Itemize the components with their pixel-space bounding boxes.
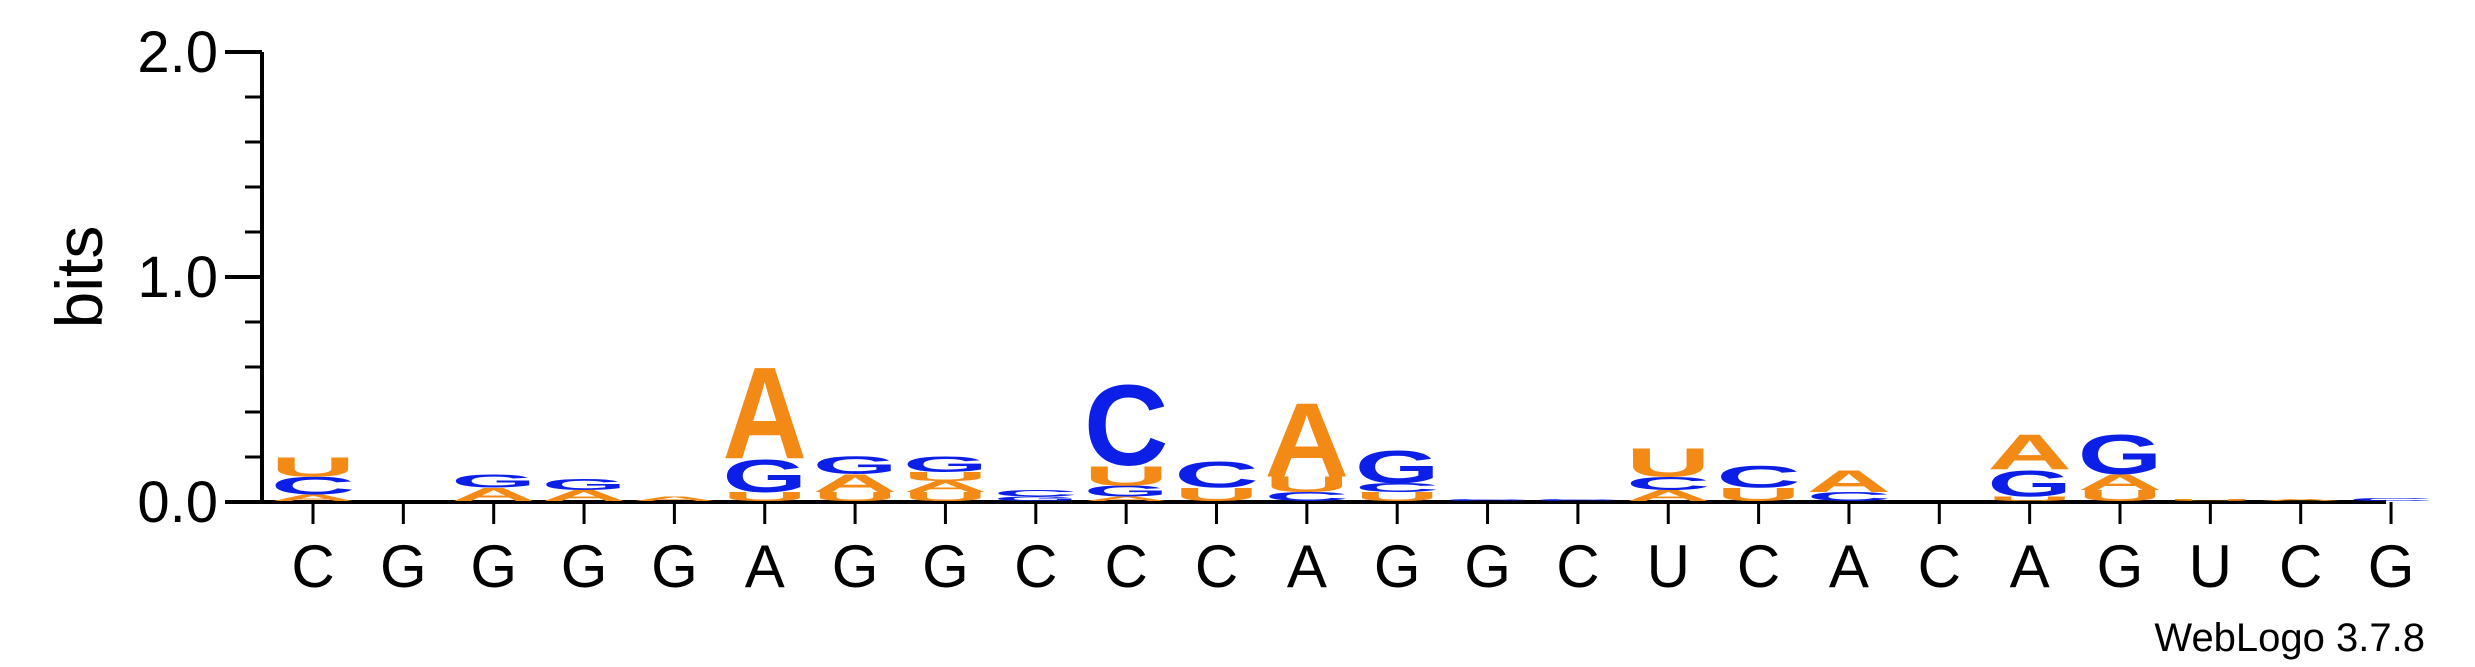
logo-letter-a: A <box>1265 380 1350 499</box>
consensus-letter: C <box>1104 533 1147 600</box>
y-axis: 0.0 1.0 2.0 bits <box>42 20 264 535</box>
consensus-letter: C <box>1737 533 1780 600</box>
logo-letter-a: A <box>451 484 536 505</box>
logo-letter-u: U <box>903 490 988 504</box>
consensus-letter: A <box>2010 533 2050 600</box>
consensus-letter: G <box>1464 533 1511 600</box>
logo-letter-u: U <box>1265 472 1350 496</box>
logo-letter-u: U <box>903 470 988 484</box>
logo-letter-g: G <box>1084 483 1169 500</box>
logo-letter-c: C <box>1084 361 1169 490</box>
y-axis-title: bits <box>42 226 116 329</box>
logo-letter-g: G <box>2078 424 2163 486</box>
logo-letter-c: C <box>271 472 356 500</box>
logo-letter-a: A <box>903 478 988 496</box>
consensus-letter: G <box>470 533 517 600</box>
logo-letter-a: A <box>632 495 717 502</box>
logo-letter-u: U <box>1174 484 1259 505</box>
consensus-letter: G <box>561 533 608 600</box>
consensus-letter: G <box>1374 533 1421 600</box>
consensus-letter: A <box>1287 533 1327 600</box>
logo-letter-g: G <box>722 450 807 503</box>
logo-letter-g: G <box>813 452 898 480</box>
logo-letter-u: U <box>1626 440 1711 485</box>
consensus-letter: C <box>1556 533 1599 600</box>
logo-letter-u: U <box>1987 495 2072 502</box>
logo-letter-c: C <box>2349 497 2434 502</box>
consensus-letter: A <box>745 533 785 600</box>
consensus-letter: C <box>291 533 334 600</box>
consensus-letter: C <box>2279 533 2322 600</box>
consensus-letter: U <box>1647 533 1690 600</box>
logo-letter-c: C <box>1626 473 1711 494</box>
y-ticks: 0.0 1.0 2.0 <box>137 20 262 535</box>
logo-letter-a: A <box>2258 498 2343 502</box>
logo-letter-u: U <box>1084 460 1169 491</box>
logo-letter-a: A <box>1626 487 1711 505</box>
y-tick-label: 0.0 <box>137 470 218 535</box>
consensus-letter: A <box>1829 533 1869 600</box>
logo-letter-c: C <box>1716 459 1801 494</box>
consensus-letter: C <box>1014 533 1057 600</box>
y-tick-label: 1.0 <box>137 245 218 310</box>
consensus-letter: G <box>380 533 427 600</box>
logo-letter-g: G <box>903 452 988 476</box>
consensus-letter: G <box>832 533 879 600</box>
logo-letter-u: U <box>2168 498 2253 502</box>
logo-letter-c: C <box>1265 490 1350 504</box>
logo-letter-g: G <box>451 470 536 491</box>
consensus-letter: C <box>1195 533 1238 600</box>
logo-letter-g: G <box>1987 463 2072 505</box>
weblogo-version-label: WebLogo 3.7.8 <box>2154 616 2425 660</box>
logo-letter-u: U <box>271 451 356 482</box>
logo-letter-a: A <box>1807 464 1892 499</box>
logo-letter-a: A <box>542 487 627 505</box>
logo-letter-c: C <box>994 488 1079 498</box>
consensus-letter: G <box>651 533 698 600</box>
logo-letter-c: C <box>1355 481 1440 495</box>
logo-letter-c: C <box>1174 454 1259 496</box>
consensus-letter: G <box>2097 533 2144 600</box>
logo-letter-g: G <box>542 476 627 493</box>
logo-letter-a: A <box>722 341 807 486</box>
logo-letter-c: C <box>1807 490 1892 504</box>
logo-letter-g: G <box>1355 441 1440 494</box>
consensus-letter: G <box>922 533 969 600</box>
logo-letter-a: A <box>271 493 356 503</box>
logo-letter-g: G <box>994 495 1079 502</box>
consensus-letter: U <box>2189 533 2232 600</box>
logo-letter-a: A <box>1084 495 1169 502</box>
logo-letter-c: C <box>1536 498 1621 502</box>
logo-letter-a: A <box>1987 425 2072 481</box>
logo-letter-u: U <box>1355 490 1440 504</box>
logo-letter-c: C <box>1445 498 1530 502</box>
consensus-letter: G <box>2368 533 2415 600</box>
logo-letter-u: U <box>1716 484 1801 505</box>
y-tick-label: 2.0 <box>137 20 218 85</box>
logo-letter-u: U <box>2078 487 2163 505</box>
consensus-letter: C <box>1918 533 1961 600</box>
logo-letter-u: U <box>722 490 807 504</box>
logo-letter-a: A <box>813 469 898 497</box>
logo-letter-u: U <box>813 490 898 504</box>
logo-letter-a: A <box>2078 470 2163 494</box>
